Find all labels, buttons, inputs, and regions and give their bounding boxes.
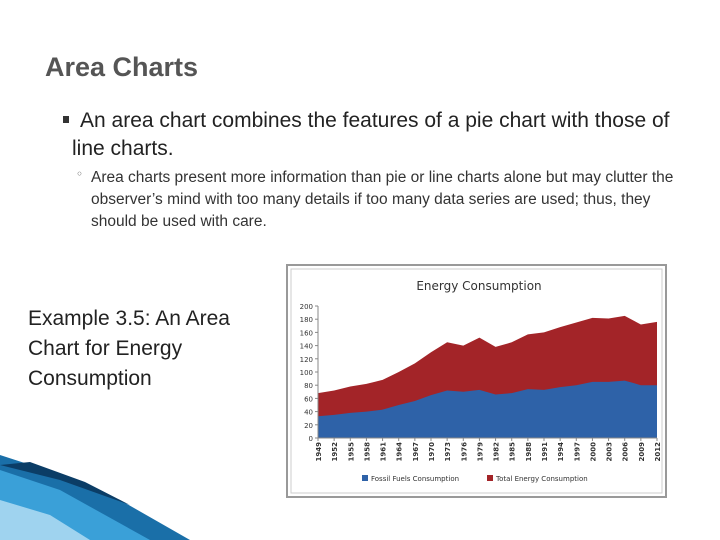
x-tick-label: 1997 (573, 442, 581, 462)
decoration (0, 462, 130, 505)
y-tick-label: 160 (300, 329, 313, 337)
chart-inner-frame (290, 268, 663, 494)
x-tick-label: 2006 (622, 442, 630, 462)
legend-swatch (487, 475, 493, 481)
y-tick-label: 20 (304, 422, 313, 430)
legend-label: Fossil Fuels Consumption (371, 475, 459, 483)
y-tick-label: 180 (300, 316, 313, 324)
sub-bullet-marker: ◦ (76, 167, 83, 181)
x-tick-label: 1994 (557, 442, 565, 462)
bullet-marker (63, 116, 69, 123)
x-tick-label: 2003 (606, 442, 614, 462)
x-tick-label: 1973 (444, 442, 452, 462)
slide-title: Area Charts (45, 52, 199, 82)
x-tick-label: 1976 (460, 442, 468, 462)
y-tick-label: 100 (300, 369, 313, 377)
x-tick-label: 1970 (428, 442, 436, 462)
x-tick-label: 1988 (525, 442, 533, 462)
y-tick-label: 0 (309, 435, 313, 443)
x-tick-label: 1982 (493, 442, 501, 462)
area (318, 380, 657, 438)
x-tick-label: 2012 (654, 442, 662, 462)
y-tick-label: 200 (300, 303, 313, 311)
x-tick-label: 2000 (589, 442, 597, 462)
bullet-text: An area chart combines the features of a… (72, 109, 670, 160)
x-tick-label: 1952 (331, 442, 339, 462)
x-tick-label: 1955 (347, 442, 355, 462)
legend-swatch (362, 475, 368, 481)
x-tick-label: 1949 (315, 442, 323, 462)
chart-title: Energy Consumption (416, 279, 541, 293)
y-tick-label: 60 (304, 395, 313, 403)
legend-label: Total Energy Consumption (495, 475, 588, 483)
x-tick-label: 1967 (412, 442, 420, 462)
y-tick-label: 140 (300, 343, 313, 351)
x-tick-label: 1985 (509, 442, 517, 462)
y-tick-label: 40 (304, 409, 313, 417)
x-tick-label: 1964 (396, 442, 404, 462)
sub-bullet-text: Area charts present more information tha… (91, 169, 674, 230)
chart-caption: Example 3.5: An Area Chart for Energy Co… (28, 307, 230, 390)
decoration (0, 500, 90, 540)
y-tick-label: 80 (304, 382, 313, 390)
x-tick-label: 1979 (476, 442, 484, 462)
x-tick-label: 1961 (380, 442, 388, 462)
x-tick-label: 1991 (541, 442, 549, 462)
x-tick-label: 1958 (363, 442, 371, 462)
x-tick-label: 2009 (638, 442, 646, 462)
y-tick-label: 120 (300, 356, 313, 364)
